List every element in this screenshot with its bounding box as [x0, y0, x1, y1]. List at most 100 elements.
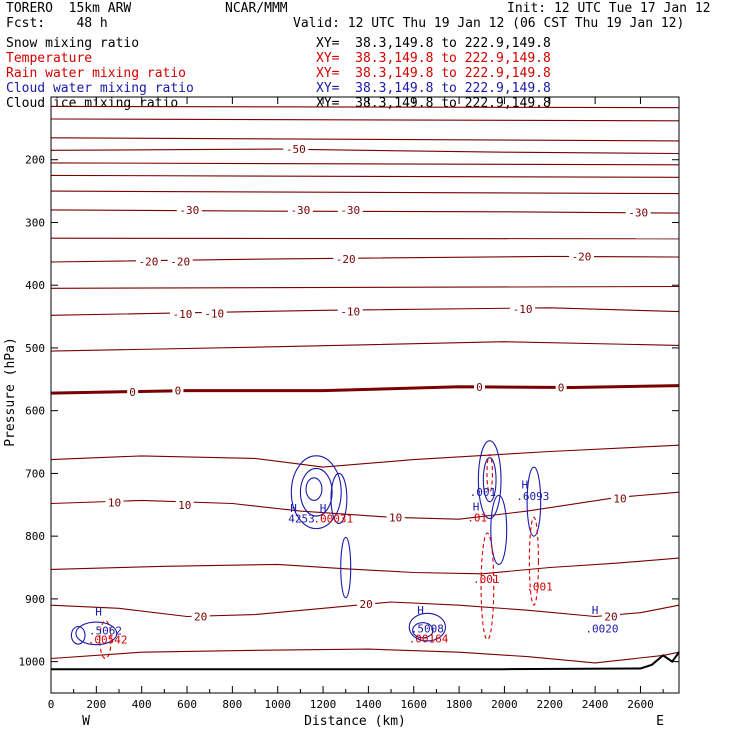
- cloud-water-contour: [330, 472, 348, 525]
- isotherm-label: -30: [340, 204, 360, 217]
- contour-value-label: 4253: [288, 513, 315, 526]
- contour-value-label: .01: [467, 511, 487, 524]
- x-tick-label: 1200: [310, 698, 337, 711]
- field-xy-range: XY= 38.3,149.8 to 222.9,149.8: [316, 51, 551, 66]
- contour-value-label: H: [320, 502, 327, 515]
- cloud-water-contour: [412, 622, 434, 639]
- cloud-water-contour: [408, 612, 447, 642]
- isotherm-line: [50, 237, 680, 240]
- x-tick-label: 1800: [446, 698, 473, 711]
- isotherm-label: -30: [179, 204, 199, 217]
- rain-water-contours: [99, 454, 539, 660]
- cloud-water-contour: [299, 467, 333, 517]
- x-tick-label: 1600: [400, 698, 427, 711]
- isotherm-label-bg: [283, 143, 309, 156]
- isotherm-label-bg: [569, 250, 595, 263]
- isotherm-label-bg: [169, 308, 195, 321]
- isotherm-label-bg: [135, 255, 161, 268]
- y-tick-label: 800: [25, 530, 45, 543]
- isotherm-label-bg: [172, 384, 184, 397]
- x-tick-label: 2400: [582, 698, 609, 711]
- isotherm-label: 20: [194, 610, 207, 623]
- isotherm-label-bg: [625, 206, 651, 219]
- isotherm-label-bg: [510, 303, 536, 316]
- contour-value-label: H: [473, 501, 480, 514]
- x-tick-label: 2200: [537, 698, 564, 711]
- isotherm-label: 10: [108, 496, 121, 509]
- cloud-water-contour: [482, 457, 497, 503]
- isotherm-label-bg: [555, 381, 567, 394]
- isotherm-label-bg: [191, 610, 210, 623]
- contour-value-label: .0020: [585, 622, 618, 635]
- isotherm-line: [50, 209, 680, 214]
- contour-value-label: H: [95, 605, 102, 618]
- isotherm-line: [50, 648, 680, 664]
- terrain: [51, 651, 680, 671]
- isotherm-line: [50, 444, 680, 468]
- isotherm-label-bg: [337, 203, 363, 216]
- cloud-water-contour: [305, 477, 323, 501]
- cloud-water-contour: [490, 494, 508, 565]
- contour-value-label: .00164: [409, 632, 449, 645]
- isotherm-line: [50, 341, 680, 352]
- isotherm-label: -20: [170, 255, 190, 268]
- cloud-water-contours: [70, 440, 542, 646]
- contour-value-label: .5062: [89, 624, 122, 637]
- isotherm-label: -30: [290, 204, 310, 217]
- contour-value-label: .5008: [411, 622, 444, 635]
- isotherm-line: [50, 307, 680, 316]
- rain-water-contour: [528, 516, 539, 606]
- isotherm-label: -10: [173, 308, 193, 321]
- isotherm-line: [50, 255, 680, 263]
- axes: 0 200 400 600 800 1000 1200 1400 1600 1800 2000 220…: [19, 96, 680, 711]
- x-axis-label: Distance (km): [304, 714, 406, 729]
- contour-value-label: H: [290, 502, 297, 515]
- isotherm-label-bg: [601, 610, 620, 623]
- field-name: Cloud water mixing ratio: [6, 81, 194, 96]
- isotherm-label-bg: [176, 203, 202, 216]
- isotherm-label: -20: [336, 253, 356, 266]
- isotherm-label: -10: [204, 307, 224, 320]
- x-tick-label: 400: [132, 698, 152, 711]
- init-time: Init: 12 UTC Tue 17 Jan 12: [507, 1, 711, 16]
- isotherm-label: -10: [513, 303, 533, 316]
- field-xy-range: XY= 38.3,149.8 to 222.9,149.8: [316, 66, 551, 81]
- contour-value-label: .00031: [313, 513, 353, 526]
- isotherm-line: [50, 491, 680, 520]
- x-tick-label: 0: [48, 698, 55, 711]
- isotherm-label-bg: [333, 252, 359, 265]
- isotherm-line: [50, 118, 680, 122]
- isotherm-label: 10: [178, 499, 191, 512]
- x-tick-label: 2000: [491, 698, 518, 711]
- field-xy-range: XY= 38.3,149.8 to 222.9,149.8: [316, 81, 551, 96]
- org-label: NCAR/MMM: [225, 1, 288, 16]
- isotherm-line: [50, 384, 680, 395]
- x-right-end-label: E: [656, 714, 664, 729]
- isotherm-label: 0: [175, 385, 182, 398]
- isotherm-label-bg: [167, 255, 193, 268]
- isotherm-line: [50, 137, 680, 142]
- isotherm-line: [50, 105, 680, 109]
- isotherm-label-bg: [386, 511, 405, 524]
- model-title: TORERO 15km ARW: [6, 1, 132, 16]
- y-tick-label: 400: [25, 279, 45, 292]
- contour-value-label: .001: [526, 580, 553, 593]
- y-tick-label: 700: [25, 467, 45, 480]
- x-tick-label: 800: [222, 698, 242, 711]
- contour-value-label: .00542: [88, 634, 128, 647]
- y-tick-label: 1000: [19, 656, 46, 669]
- x-tick-label: 2600: [627, 698, 654, 711]
- cloud-water-contour: [477, 440, 502, 520]
- isotherm-label: 10: [613, 493, 626, 506]
- isotherm-label-bg: [337, 305, 363, 318]
- field-name: Snow mixing ratio: [6, 36, 140, 51]
- contour-value-label: .6093: [516, 490, 549, 503]
- isotherm-label: -50: [286, 143, 306, 156]
- isotherm-label-bg: [201, 307, 227, 320]
- isotherm-label: 20: [360, 598, 373, 611]
- contour-labels: -50 -30 -30 -30 -30 -20 -20 -20 -20 -10 -10 -10 -10 0…: [88, 143, 651, 647]
- isotherm-label-bg: [357, 597, 376, 610]
- y-tick-label: 500: [25, 342, 45, 355]
- y-tick-label: 200: [25, 154, 45, 167]
